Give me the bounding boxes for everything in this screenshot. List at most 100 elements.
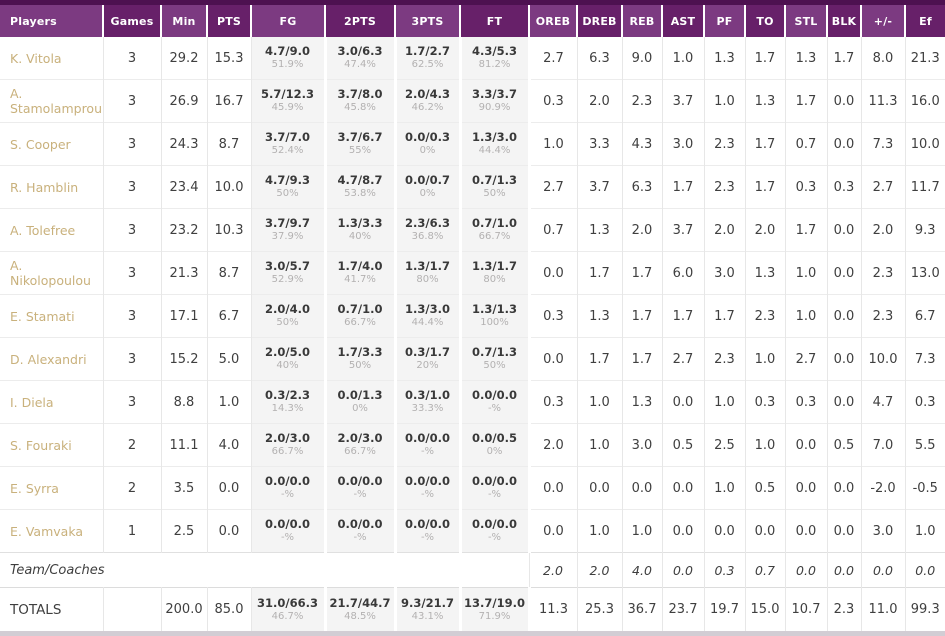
cell-ft: 13.7/19.0 71.9% (460, 587, 531, 631)
shot-made-attempted: 0.7/1.0 (337, 302, 383, 317)
cell-games: 3 (103, 380, 162, 424)
cell-ft: 4.3/5.3 81.2% (460, 37, 531, 80)
cell-ft: 0.0/0.0 -% (460, 380, 531, 424)
cell-ft: 3.3/3.7 90.9% (460, 79, 531, 123)
player-name-link[interactable]: D. Alexandri (0, 337, 104, 381)
cell-to: 0.0 (745, 509, 786, 553)
table-row: D. Alexandri 3 15.2 5.0 2.0/5.0 40% 1.7/3.3 50%… (0, 337, 945, 381)
player-name-link[interactable]: R. Hamblin (0, 165, 104, 209)
player-name-link[interactable]: E. Vamvaka (0, 509, 104, 553)
player-name-link[interactable]: A. Stamolamprou (0, 79, 104, 123)
cell-pts: 1.0 (207, 380, 252, 424)
shot-percentage: 81.2% (478, 59, 511, 71)
column-header-ef: Ef (905, 5, 945, 37)
shot-percentage: -% (487, 532, 502, 544)
cell-min: 29.2 (161, 37, 208, 80)
column-header-dreb: DREB (577, 5, 623, 37)
shot-percentage: 66.7% (271, 446, 304, 458)
shot-made-attempted: 3.7/9.7 (265, 216, 310, 231)
shot-made-attempted: 0.7/1.3 (472, 173, 517, 188)
player-name-link[interactable]: A. Tolefree (0, 208, 104, 252)
cell-pm: 7.0 (861, 423, 906, 467)
cell-blk: 0.0 (827, 251, 862, 295)
shot-percentage: 55% (348, 145, 372, 157)
cell-ft: 0.0/0.0 -% (460, 466, 531, 510)
cell-dreb: 3.3 (577, 122, 623, 166)
cell-ast: 0.0 (662, 380, 705, 424)
shot-percentage: -% (487, 403, 502, 415)
shot-percentage: 44.4% (411, 317, 444, 329)
cell-pts: 85.0 (207, 587, 252, 631)
cell-oreb: 2.7 (529, 165, 578, 209)
cell-min: 23.4 (161, 165, 208, 209)
cell-pm: 11.3 (861, 79, 906, 123)
shot-percentage: 36.8% (411, 231, 444, 243)
shot-made-attempted: 3.7/8.0 (337, 87, 383, 102)
cell-ast: 3.0 (662, 122, 705, 166)
cell-ast: 0.0 (662, 466, 705, 510)
cell-ef: 9.3 (905, 208, 945, 252)
cell-dreb: 2.0 (577, 552, 623, 588)
shot-percentage: 66.7% (478, 231, 511, 243)
cell-fg: 0.3/2.3 14.3% (251, 380, 327, 424)
shot-percentage: 40% (348, 231, 372, 243)
cell-fg: 0.0/0.0 -% (251, 509, 327, 553)
shot-percentage: 20% (416, 360, 439, 372)
shot-percentage: 44.4% (478, 145, 511, 157)
player-name-link[interactable]: A. Nikolopoulou (0, 251, 104, 295)
player-name-link[interactable]: E. Syrra (0, 466, 104, 510)
cell-dreb: 25.3 (577, 587, 623, 631)
shot-made-attempted: 2.0/5.0 (265, 345, 310, 360)
player-name-link[interactable]: E. Stamati (0, 294, 104, 338)
shot-made-attempted: 0.7/1.3 (472, 345, 517, 360)
shot-percentage: 80% (483, 274, 506, 286)
shot-made-attempted: 2.0/3.0 (265, 431, 310, 446)
player-name-link[interactable]: I. Diela (0, 380, 104, 424)
table-row: K. Vitola 3 29.2 15.3 4.7/9.0 51.9% 3.0/6.3 47.… (0, 37, 945, 80)
cell-games: 3 (103, 79, 162, 123)
cell-to: 0.7 (745, 552, 786, 588)
totals-label: TOTALS (0, 587, 104, 631)
shot-percentage: -% (487, 489, 502, 501)
cell-pts: 15.3 (207, 37, 252, 80)
shot-percentage: -% (353, 532, 367, 544)
cell-games (103, 587, 162, 631)
cell-reb: 0.0 (622, 466, 663, 510)
cell-pf: 2.3 (704, 122, 746, 166)
cell-blk: 1.7 (827, 37, 862, 80)
cell-oreb: 0.3 (529, 79, 578, 123)
cell-reb: 3.0 (622, 423, 663, 467)
shot-percentage: 43.1% (411, 610, 444, 622)
cell-oreb: 2.0 (529, 423, 578, 467)
cell-oreb: 0.0 (529, 337, 578, 381)
table-row: E. Syrra 2 3.5 0.0 0.0/0.0 -% 0.0/0.0 -% 0.0/0.0… (0, 466, 945, 510)
cell-oreb: 0.0 (529, 509, 578, 553)
cell-p2: 3.7/8.0 45.8% (325, 79, 397, 123)
shot-made-attempted: 0.3/2.3 (265, 388, 310, 403)
cell-pm: 8.0 (861, 37, 906, 80)
cell-stl: 0.0 (785, 423, 828, 467)
player-name-link[interactable]: K. Vitola (0, 37, 104, 80)
shot-percentage: 0% (486, 446, 503, 458)
cell-fg: 0.0/0.0 -% (251, 466, 327, 510)
cell-blk: 0.0 (827, 466, 862, 510)
shot-made-attempted: 0.0/0.0 (405, 517, 450, 532)
cell-games: 3 (103, 208, 162, 252)
cell-ef: 11.7 (905, 165, 945, 209)
column-header-fg: FG (251, 5, 326, 37)
shot-percentage: 66.7% (344, 317, 376, 329)
player-name-link[interactable]: S. Fouraki (0, 423, 104, 467)
shot-percentage: 100% (480, 317, 509, 329)
cell-p2: 4.7/8.7 53.8% (325, 165, 397, 209)
cell-to: 2.3 (745, 294, 786, 338)
shot-made-attempted: 4.7/8.7 (337, 173, 383, 188)
column-header-blk: BLK (827, 5, 862, 37)
player-name-link[interactable]: S. Cooper (0, 122, 104, 166)
shot-made-attempted: 3.7/7.0 (265, 130, 310, 145)
cell-ef: -0.5 (905, 466, 945, 510)
cell-pts: 0.0 (207, 509, 252, 553)
cell-p2: 3.0/6.3 47.4% (325, 37, 397, 80)
shot-made-attempted: 4.7/9.3 (265, 173, 310, 188)
shot-percentage: 52.4% (271, 145, 304, 157)
cell-p2: 1.3/3.3 40% (325, 208, 397, 252)
